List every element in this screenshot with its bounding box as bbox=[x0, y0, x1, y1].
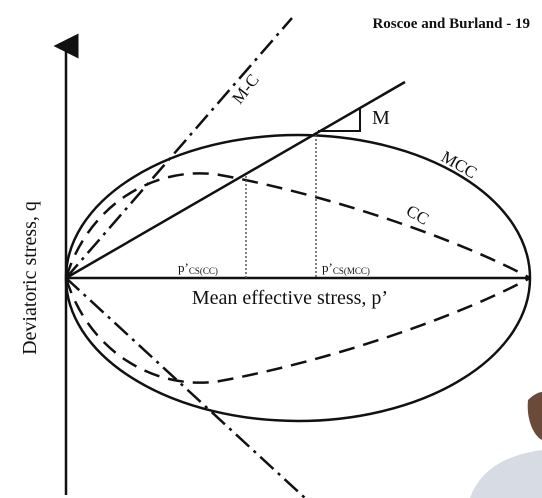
cc-curve-upper bbox=[66, 173, 530, 278]
mcc-label: MCC bbox=[438, 147, 480, 182]
cc-label: CC bbox=[403, 201, 432, 229]
header-title: Roscoe and Burland - 19 bbox=[372, 16, 530, 32]
p-cs-mcc-main: p’ bbox=[322, 260, 333, 275]
presenter-hair bbox=[528, 392, 542, 440]
mc-line-upper bbox=[66, 18, 292, 278]
presenter-shoulder bbox=[470, 450, 542, 498]
p-cs-mcc-sub: CS(MCC) bbox=[333, 266, 370, 276]
x-axis-label: Mean effective stress, p’ bbox=[192, 287, 388, 309]
p-cs-mcc: p’CS(MCC) bbox=[322, 260, 370, 276]
p-cs-cc-sub: CS(CC) bbox=[189, 266, 218, 276]
p-cs-cc-main: p’ bbox=[178, 260, 189, 275]
p-cs-cc: p’CS(CC) bbox=[178, 260, 218, 276]
y-axis-label: Deviatoric stress, q bbox=[19, 201, 41, 355]
mc-label: M-C bbox=[228, 70, 263, 107]
diagram: Roscoe and Burland - 19 M-C M MCC CC p’C… bbox=[0, 0, 542, 498]
mc-line-lower bbox=[66, 278, 305, 498]
csl-line bbox=[66, 82, 405, 278]
slope-label: M bbox=[372, 107, 390, 129]
